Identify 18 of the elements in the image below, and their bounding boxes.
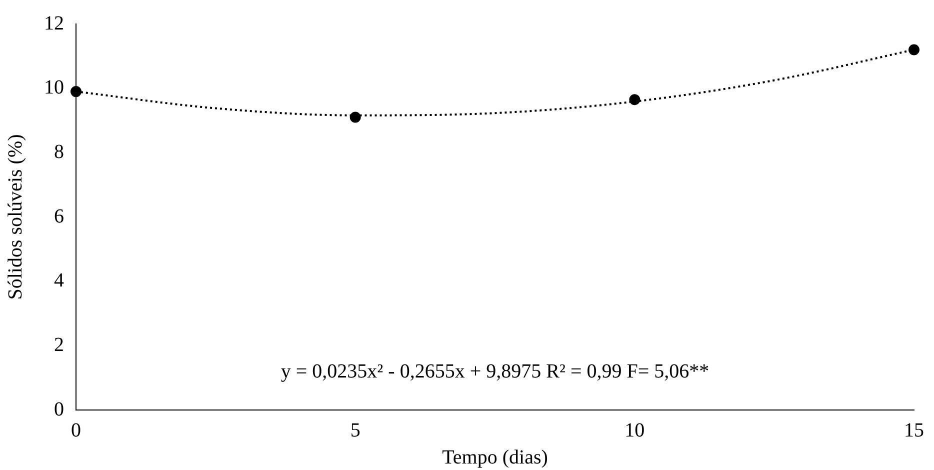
y-tick-label: 0 xyxy=(54,398,64,420)
annotation: y = 0,0235x² - 0,2655x + 9,8975 R² = 0,99 F= 5,06** xyxy=(280,360,710,382)
y-tick-label: 12 xyxy=(44,12,64,34)
x-tick-label: 0 xyxy=(71,419,81,442)
y-axis-title: Sólidos solúveis (%) xyxy=(4,134,26,300)
y-tick-label: 2 xyxy=(54,334,64,356)
y-tick-label: 4 xyxy=(54,270,64,292)
x-tick-label: 10 xyxy=(624,419,645,442)
point xyxy=(908,44,920,56)
point xyxy=(70,86,82,98)
x-tick-label: 15 xyxy=(904,419,924,442)
x-axis-title: Tempo (dias) xyxy=(442,446,548,468)
y-tick-label: 10 xyxy=(44,76,64,99)
point xyxy=(350,112,361,123)
y-tick-label: 6 xyxy=(54,205,64,228)
point xyxy=(629,94,640,106)
y-tick-label: 8 xyxy=(54,140,64,163)
x-tick-label: 5 xyxy=(350,419,360,442)
